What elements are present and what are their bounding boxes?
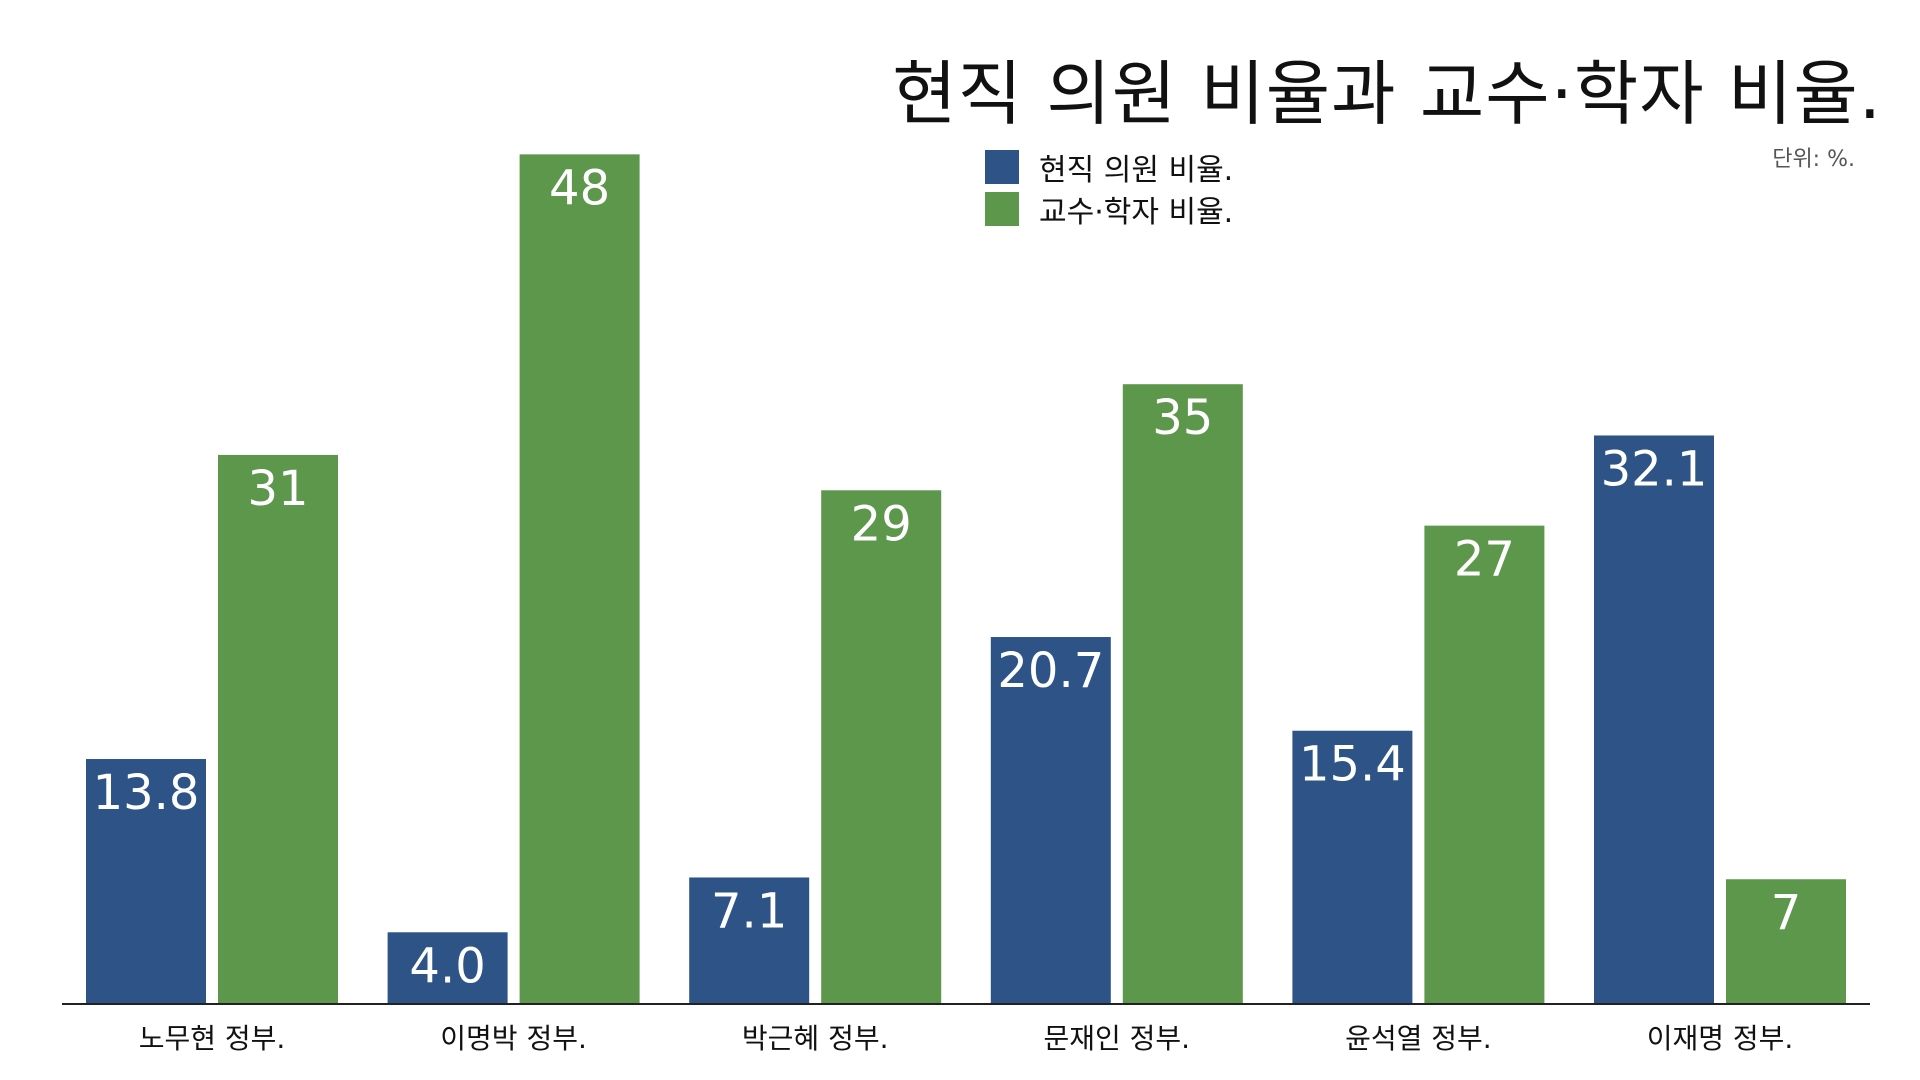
x-tick-label-1: 이명박 정부. [440,1022,587,1055]
bar-incumbent-4 [1292,730,1413,1003]
data-label-incumbent-3: 20.7 [997,643,1104,699]
x-tick-label-5: 이재명 정부. [1647,1022,1794,1055]
bar-academic-1 [519,154,640,1004]
x-tick-label-4: 윤석열 정부. [1345,1022,1492,1055]
data-label-academic-0: 31 [247,461,308,517]
bar-academic-3 [1122,384,1243,1003]
bar-incumbent-2 [689,877,810,1003]
bar-incumbent-1 [387,932,508,1003]
bar-academic-0 [218,454,338,1003]
data-label-academic-1: 48 [549,160,610,216]
legend: 현직 의원 비율. 교수·학자 비율. [985,146,1233,230]
legend-label-academic: 교수·학자 비율. [1039,195,1234,230]
data-label-incumbent-4: 15.4 [1299,737,1406,793]
bar-academic-4 [1424,525,1545,1003]
data-label-incumbent-0: 13.8 [93,765,200,821]
legend-item-academic: 교수·학자 비율. [985,188,1233,230]
legend-swatch-academic [985,192,1019,226]
data-label-incumbent-1: 4.0 [409,938,485,994]
bar-incumbent-0 [86,759,206,1003]
bar-incumbent-5 [1594,435,1714,1003]
data-label-academic-5: 7 [1771,885,1802,941]
legend-item-incumbent: 현직 의원 비율. [985,146,1233,188]
chart-title: 현직 의원 비율과 교수·학자 비율. [892,53,1882,135]
legend-swatch-incumbent [985,150,1019,184]
bar-incumbent-3 [990,637,1111,1003]
x-tick-label-0: 노무현 정부. [139,1022,286,1055]
x-tick-label-3: 문재인 정부. [1043,1022,1190,1055]
data-label-incumbent-2: 7.1 [711,883,787,939]
legend-label-incumbent: 현직 의원 비율. [1039,153,1234,188]
data-label-academic-3: 35 [1152,390,1213,446]
bar-academic-2 [821,490,942,1003]
data-label-academic-2: 29 [851,496,912,552]
data-label-incumbent-5: 32.1 [1601,441,1708,497]
bar-academic-5 [1726,879,1846,1003]
unit-label: 단위: %. [1772,147,1855,172]
x-tick-label-2: 박근혜 정부. [742,1022,889,1055]
data-label-academic-4: 27 [1454,532,1515,588]
